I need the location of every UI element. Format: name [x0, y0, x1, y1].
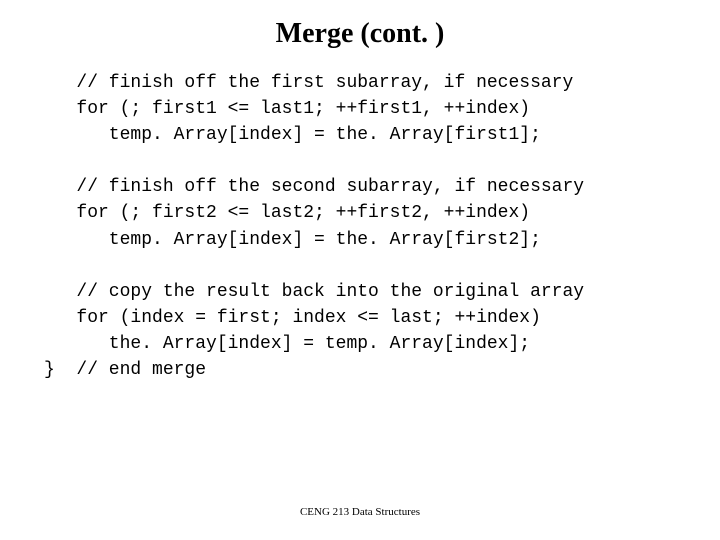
code-body: // finish off the first subarray, if nec… — [0, 60, 720, 383]
slide-container: Merge (cont. ) // finish off the first s… — [0, 0, 720, 540]
slide-footer: CENG 213 Data Structures — [0, 506, 720, 518]
slide-title: Merge (cont. ) — [0, 0, 720, 60]
